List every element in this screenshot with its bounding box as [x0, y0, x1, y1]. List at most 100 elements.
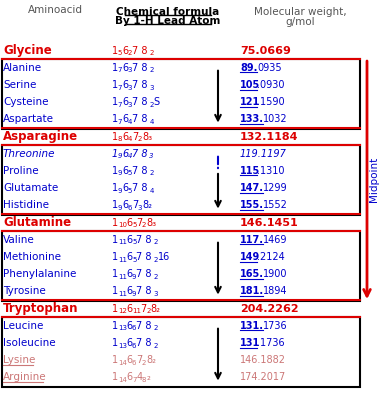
Text: 204.2262: 204.2262: [240, 304, 299, 314]
Text: 2: 2: [149, 171, 154, 177]
Text: Arginine: Arginine: [3, 372, 47, 383]
Text: 131.: 131.: [240, 321, 264, 331]
Text: 6: 6: [132, 360, 136, 366]
Text: 7 8: 7 8: [132, 166, 147, 176]
Text: 6: 6: [126, 269, 132, 279]
Text: 7: 7: [118, 84, 122, 91]
Bar: [2, 145, 360, 215]
Text: 119.1197: 119.1197: [240, 149, 287, 159]
Text: 14: 14: [118, 360, 127, 366]
Text: Cysteine: Cysteine: [3, 97, 49, 107]
Text: 3: 3: [154, 291, 158, 297]
Text: 3: 3: [128, 67, 132, 73]
Text: Phenylalanine: Phenylalanine: [3, 269, 76, 279]
Text: 133.: 133.: [240, 114, 264, 124]
Text: 9: 9: [118, 205, 122, 211]
Text: Glycine: Glycine: [3, 44, 52, 57]
Text: ₂: ₂: [146, 372, 150, 383]
Text: Aspartate: Aspartate: [3, 114, 54, 124]
Text: 8₂: 8₂: [146, 355, 156, 365]
Text: Glutamate: Glutamate: [3, 183, 58, 193]
Text: 2: 2: [154, 239, 158, 245]
Text: 9: 9: [118, 188, 122, 194]
Text: 5: 5: [118, 50, 122, 56]
Text: 7: 7: [132, 131, 138, 142]
Text: 1469: 1469: [263, 235, 288, 245]
Text: .1310: .1310: [257, 166, 285, 176]
Text: 1894: 1894: [263, 286, 288, 296]
Text: 7 8: 7 8: [132, 114, 147, 124]
Text: 3: 3: [149, 153, 154, 159]
Text: Asparagine: Asparagine: [3, 130, 78, 143]
Text: 6: 6: [122, 166, 128, 176]
Text: 4: 4: [128, 119, 132, 125]
Text: .1590: .1590: [257, 97, 285, 107]
Text: 4: 4: [149, 188, 154, 194]
Text: 6: 6: [122, 114, 128, 124]
Text: 7 8: 7 8: [136, 269, 152, 279]
Text: 1: 1: [112, 166, 118, 176]
Text: Aminoacid: Aminoacid: [28, 5, 83, 15]
Text: Tryptophan: Tryptophan: [3, 302, 79, 315]
Text: 6: 6: [122, 46, 128, 55]
Text: 131: 131: [240, 338, 260, 348]
Text: 1: 1: [112, 338, 118, 348]
Text: 2: 2: [142, 222, 146, 228]
Text: 7 8: 7 8: [136, 338, 152, 348]
Text: 8₂: 8₂: [150, 304, 160, 314]
Text: 1736: 1736: [263, 321, 288, 331]
Text: Glutamine: Glutamine: [3, 216, 71, 229]
Text: 11: 11: [118, 274, 127, 280]
Text: 8₂: 8₂: [142, 200, 152, 210]
Text: .0930: .0930: [257, 80, 285, 90]
Text: 7: 7: [132, 200, 138, 210]
Text: 4: 4: [149, 119, 154, 125]
Text: 7 8: 7 8: [132, 183, 147, 193]
Bar: [2, 59, 360, 128]
Text: 8₃: 8₃: [146, 217, 156, 228]
Text: 11: 11: [118, 291, 127, 297]
Text: 5: 5: [128, 188, 132, 194]
Text: 6: 6: [126, 286, 132, 296]
Text: 6: 6: [126, 235, 132, 245]
Text: 1299: 1299: [263, 183, 288, 193]
Text: 11: 11: [132, 308, 141, 314]
Text: 7: 7: [136, 355, 142, 365]
Text: 2: 2: [149, 102, 154, 108]
Text: 117.: 117.: [240, 235, 264, 245]
Text: 6: 6: [132, 325, 136, 331]
Text: 7 8: 7 8: [132, 149, 147, 159]
Text: 7 8: 7 8: [132, 97, 147, 107]
Text: 7 8: 7 8: [136, 321, 152, 331]
Text: 1: 1: [112, 355, 118, 365]
Text: 7 8: 7 8: [132, 80, 147, 90]
Text: 7: 7: [118, 119, 122, 125]
Text: 132.1184: 132.1184: [240, 131, 299, 142]
Text: 146.1882: 146.1882: [240, 355, 286, 365]
Text: 89.: 89.: [240, 63, 257, 73]
Text: 9: 9: [132, 291, 136, 297]
Text: 6: 6: [122, 200, 128, 210]
Bar: [2, 317, 360, 386]
Text: 1: 1: [112, 304, 118, 314]
Text: 149: 149: [240, 252, 260, 262]
Text: 3: 3: [128, 84, 132, 91]
Text: 5: 5: [128, 171, 132, 177]
Text: 155.: 155.: [240, 200, 264, 210]
Text: 1: 1: [112, 114, 118, 124]
Text: 147.: 147.: [240, 183, 264, 193]
Text: 5: 5: [132, 222, 136, 228]
Text: 7: 7: [118, 67, 122, 73]
Text: .2124: .2124: [257, 252, 285, 262]
Text: 7 8: 7 8: [132, 63, 147, 73]
Text: 105: 105: [240, 80, 260, 90]
Text: 5: 5: [132, 257, 136, 263]
Text: 121: 121: [240, 97, 260, 107]
Text: 5: 5: [132, 239, 136, 245]
Text: g/mol: g/mol: [285, 17, 315, 27]
Text: 9: 9: [118, 153, 122, 159]
Text: 7 8: 7 8: [136, 286, 152, 296]
Text: 9: 9: [118, 171, 122, 177]
Text: Serine: Serine: [3, 80, 36, 90]
Text: 7 8: 7 8: [136, 252, 152, 262]
